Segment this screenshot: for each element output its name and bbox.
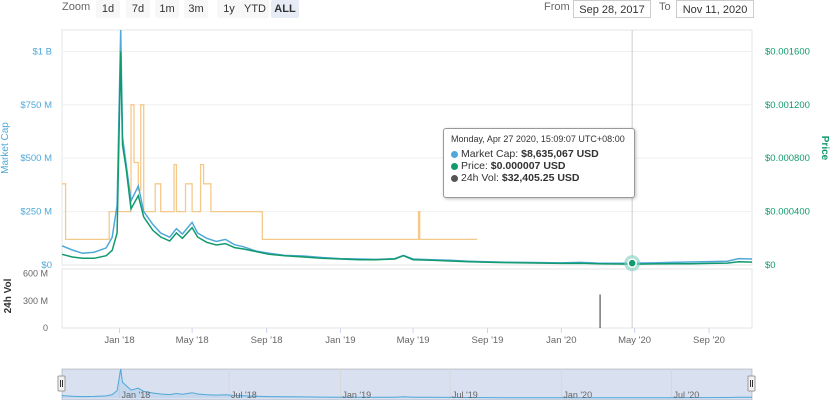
zoom-label: Zoom xyxy=(62,1,91,13)
zoom-button-all[interactable]: ALL xyxy=(271,0,299,18)
x-tick-label: Jan '20 xyxy=(546,335,576,346)
left-tick-label: $750 M xyxy=(20,100,52,111)
tooltip-row-market-cap: Market Cap: $8,635,067 USD xyxy=(451,148,627,160)
x-tick-label: Sep '18 xyxy=(251,335,283,346)
to-label: To xyxy=(659,1,671,13)
volume-overlay-series xyxy=(62,104,478,241)
right-tick-label: $0 xyxy=(765,260,776,271)
navigator-selection[interactable] xyxy=(62,369,752,400)
navigator-tick-label: Jul '18 xyxy=(231,390,257,400)
right-axis-ticks: $0 $0.000400 $0.000800 $0.001200 $0.001600 xyxy=(765,46,810,271)
zoom-button-3m[interactable]: 3m xyxy=(184,0,208,18)
zoom-button-7d[interactable]: 7d xyxy=(126,0,150,18)
zoom-button-1y[interactable]: 1y xyxy=(217,0,241,18)
highlight-markers xyxy=(624,255,641,272)
volume-dot-icon xyxy=(451,174,458,182)
right-tick-label: $0.001600 xyxy=(765,46,810,57)
left-tick-label: $0 xyxy=(41,260,52,271)
volume-tick-label: 300 M xyxy=(23,296,48,306)
navigator[interactable]: Jan '18 Jul '18 Jan '19 Jul '19 Jan '20 Jul '… xyxy=(57,368,756,400)
x-tick-label: Jan '19 xyxy=(325,335,355,346)
x-tick-label: Jan '18 xyxy=(104,335,134,346)
tooltip-row-price: Price: $0.000007 USD xyxy=(451,160,627,172)
navigator-handle-left[interactable] xyxy=(57,375,66,392)
navigator-handle-right[interactable] xyxy=(747,375,756,392)
tooltip-volume-label: 24h Vol: xyxy=(461,172,499,184)
x-tick-label: Sep '19 xyxy=(472,335,504,346)
left-tick-label: $500 M xyxy=(20,153,52,164)
grid-lines xyxy=(62,50,752,333)
navigator-tick-label: Jan '19 xyxy=(342,390,371,400)
volume-tick-label: 0 xyxy=(43,323,48,333)
volume-axis-ticks: 0 300 M 600 M xyxy=(23,269,48,333)
zoom-button-ytd[interactable]: YTD xyxy=(241,0,269,18)
left-tick-label: $250 M xyxy=(20,207,52,218)
price-dot-icon xyxy=(451,162,458,170)
tooltip-row-volume: 24h Vol: $32,405.25 USD xyxy=(451,172,627,184)
navigator-tick-label: Jan '20 xyxy=(563,390,592,400)
navigator-series xyxy=(61,368,753,399)
right-axis-title: Price xyxy=(819,136,830,161)
navigator-line xyxy=(61,368,753,399)
market-cap-dot-icon xyxy=(451,150,458,158)
volume-overlay-line xyxy=(62,104,478,241)
x-tick-label: May '19 xyxy=(397,335,430,346)
navigator-tick-label: Jul '19 xyxy=(452,390,478,400)
zoom-button-1m[interactable]: 1m xyxy=(155,0,179,18)
left-axis-title: Market Cap xyxy=(0,122,11,174)
tooltip-header: Monday, Apr 27 2020, 15:09:07 UTC+08:00 xyxy=(451,134,625,144)
tooltip-price-label: Price: xyxy=(461,160,488,172)
x-tick-label: May '20 xyxy=(618,335,651,346)
market-cap-series xyxy=(61,29,753,264)
x-tick-label: May '18 xyxy=(176,335,209,346)
from-date-input[interactable]: Sep 28, 2017 xyxy=(573,0,651,18)
from-label: From xyxy=(544,1,570,13)
left-axis-ticks: $0 $250 M $500 M $750 M $1 B xyxy=(20,46,52,271)
price-line xyxy=(61,51,753,265)
tooltip-market-cap-label: Market Cap: xyxy=(461,148,519,160)
right-tick-label: $0.000800 xyxy=(765,153,810,164)
volume-plot-frame xyxy=(61,268,753,329)
volume-axis-title: 24h Vol xyxy=(3,278,14,313)
tooltip: Monday, Apr 27 2020, 15:09:07 UTC+08:00 … xyxy=(443,128,635,198)
navigator-tick-label: Jul '20 xyxy=(674,390,700,400)
to-date-input[interactable]: Nov 11, 2020 xyxy=(676,0,754,18)
x-axis-ticks: Jan '18 May '18 Sep '18 Jan '19 May '19 Sep '… xyxy=(104,335,725,346)
tooltip-volume-value: $32,405.25 USD xyxy=(501,172,580,184)
right-tick-label: $0.000400 xyxy=(765,207,810,218)
volume-tick-label: 600 M xyxy=(23,269,48,279)
main-plot-frame xyxy=(61,29,753,266)
right-tick-label: $0.001200 xyxy=(765,100,810,111)
zoom-button-1d[interactable]: 1d xyxy=(96,0,120,18)
x-tick-label: Sep '20 xyxy=(693,335,725,346)
highlight-marker xyxy=(627,258,637,268)
tooltip-market-cap-value: $8,635,067 USD xyxy=(521,148,599,160)
navigator-ticks: Jan '18 Jul '18 Jan '19 Jul '19 Jan '20 Jul '… xyxy=(122,390,700,400)
price-series xyxy=(61,51,753,265)
navigator-area xyxy=(62,369,752,398)
left-tick-label: $1 B xyxy=(32,46,52,57)
market-cap-line xyxy=(61,29,753,264)
navigator-tick-label: Jan '18 xyxy=(122,390,151,400)
tooltip-price-value: $0.000007 USD xyxy=(490,160,566,172)
